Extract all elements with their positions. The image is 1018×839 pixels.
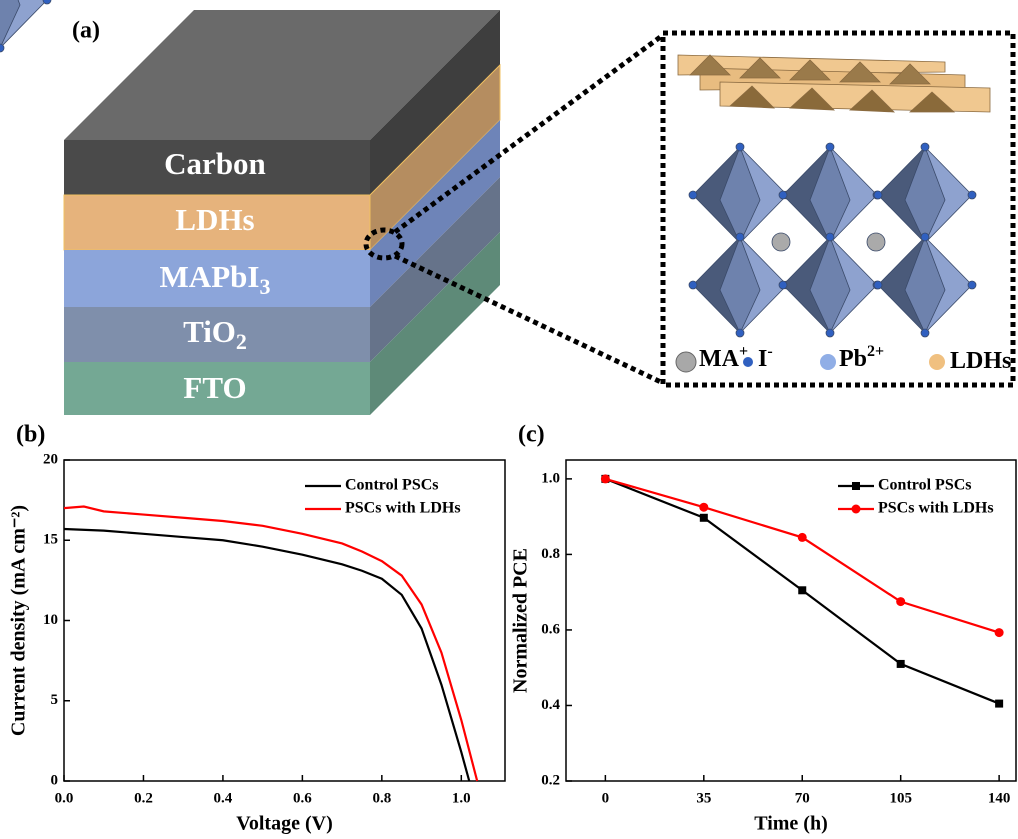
y-tick-label: 5 (51, 692, 59, 708)
x-axis-label: Time (h) (754, 813, 828, 835)
legend-label: PSCs with LDHs (345, 500, 461, 517)
y-tick-label: 10 (43, 612, 58, 628)
data-line (64, 529, 469, 781)
y-tick-label: 0.4 (541, 697, 560, 713)
layer-label: Carbon (164, 146, 266, 181)
legend-label: Control PSCs (345, 477, 439, 494)
x-tick-label: 0.6 (293, 790, 312, 806)
legend-marker (852, 482, 860, 490)
device-stack (64, 10, 500, 415)
panel-label: (b) (16, 422, 45, 448)
x-tick-label: 0.4 (214, 790, 233, 806)
y-tick-label: 0.8 (541, 546, 560, 562)
data-marker (995, 628, 1004, 637)
x-tick-label: 0.0 (55, 790, 74, 806)
x-tick-label: 0.2 (134, 790, 153, 806)
x-tick-label: 0.8 (372, 790, 391, 806)
ldh-sheet (678, 55, 990, 112)
data-marker (601, 474, 610, 483)
x-tick-label: 105 (889, 790, 912, 806)
data-marker (995, 700, 1003, 708)
layer-label: LDHs (175, 202, 254, 237)
data-marker (896, 597, 905, 606)
legend-label: Control PSCs (878, 477, 972, 494)
x-tick-label: 140 (988, 790, 1011, 806)
layer-label: FTO (183, 370, 246, 405)
legend-label: I- (758, 343, 773, 372)
legend-label: MA+ (699, 343, 748, 372)
panel-label: (a) (72, 18, 100, 44)
y-tick-label: 0 (51, 772, 59, 788)
panel-label: (c) (518, 422, 545, 448)
data-marker (897, 660, 905, 668)
figure: (a) Carbon LDHs MAPbI3 TiO2 FTO (0, 0, 1018, 839)
data-marker (700, 514, 708, 522)
x-tick-label: 0 (602, 790, 610, 806)
legend-label: LDHs (950, 348, 1011, 374)
legend-label: PSCs with LDHs (878, 500, 994, 517)
x-tick-label: 1.0 (452, 790, 471, 806)
legend-label: Pb2+ (839, 343, 884, 372)
data-marker (798, 533, 807, 542)
legend-marker (852, 505, 861, 514)
data-marker (798, 586, 806, 594)
y-tick-label: 20 (43, 451, 58, 467)
y-tick-label: 0.6 (541, 621, 560, 637)
layer-label: MAPbI3 (160, 259, 271, 299)
y-axis-label: Current density (mA cm⁻²) (8, 505, 30, 736)
y-tick-label: 0.2 (541, 772, 560, 788)
y-tick-label: 1.0 (541, 470, 560, 486)
x-tick-label: 70 (795, 790, 810, 806)
x-tick-label: 35 (696, 790, 711, 806)
y-axis-label: Normalized PCE (510, 548, 532, 693)
x-axis-label: Voltage (V) (236, 813, 332, 835)
data-marker (699, 503, 708, 512)
y-tick-label: 15 (43, 532, 58, 548)
